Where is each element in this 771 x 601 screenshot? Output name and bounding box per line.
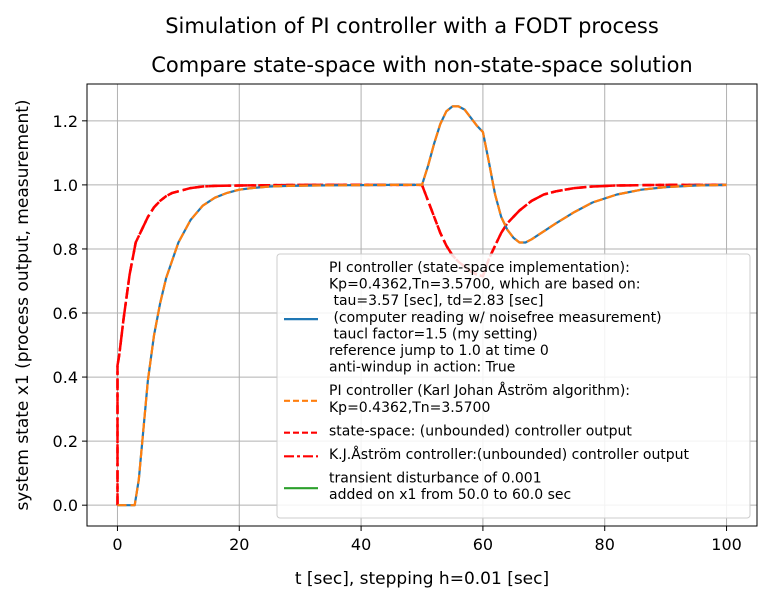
x-tick-label: 80 (595, 535, 615, 554)
x-tick-label: 0 (112, 535, 122, 554)
legend-box (276, 253, 751, 519)
legend-label-5: transient disturbance of 0.001 added on x… (329, 471, 571, 504)
series-line-2 (117, 105, 727, 507)
y-tick-label: 1.0 (53, 176, 78, 195)
x-tick-label: 60 (473, 535, 493, 554)
y-axis-label: system state x1 (process output, measure… (13, 99, 33, 510)
series-line-4 (116, 183, 727, 506)
plot-lines (116, 105, 727, 507)
y-tick-label: 0.6 (53, 304, 78, 323)
y-tick-label: 1.2 (53, 112, 78, 131)
y-tick-label: 0.2 (53, 432, 78, 451)
x-tick-label: 40 (351, 535, 371, 554)
y-tick-label: 0.4 (53, 368, 78, 387)
figure-suptitle: Simulation of PI controller with a FODT … (165, 14, 659, 38)
plot-frame (86, 83, 758, 527)
x-axis-label: t [sec], stepping h=0.01 [sec] (295, 569, 549, 589)
axis-ticks: 0 20 40 60 80 100 0.0 0.2 0.4 0.6 0.8 1.0 1.2 (53, 112, 742, 554)
legend-label-4: K.J.Åström controller:(unbounded) contro… (329, 446, 690, 463)
legend-label-1: PI controller (state-space implementatio… (329, 260, 662, 376)
y-tick-label: 0.0 (53, 496, 78, 515)
legend-label-3: state-space: (unbounded) controller outp… (329, 423, 632, 439)
chart-title: Compare state-space with non-state-space… (151, 53, 692, 77)
legend-label-2: PI controller (Karl Johan Åström algorit… (329, 382, 630, 416)
x-tick-label: 20 (229, 535, 249, 554)
y-tick-label: 0.8 (53, 240, 78, 259)
x-tick-label: 100 (711, 535, 742, 554)
legend: PI controller (state-space implementatio… (276, 253, 751, 519)
